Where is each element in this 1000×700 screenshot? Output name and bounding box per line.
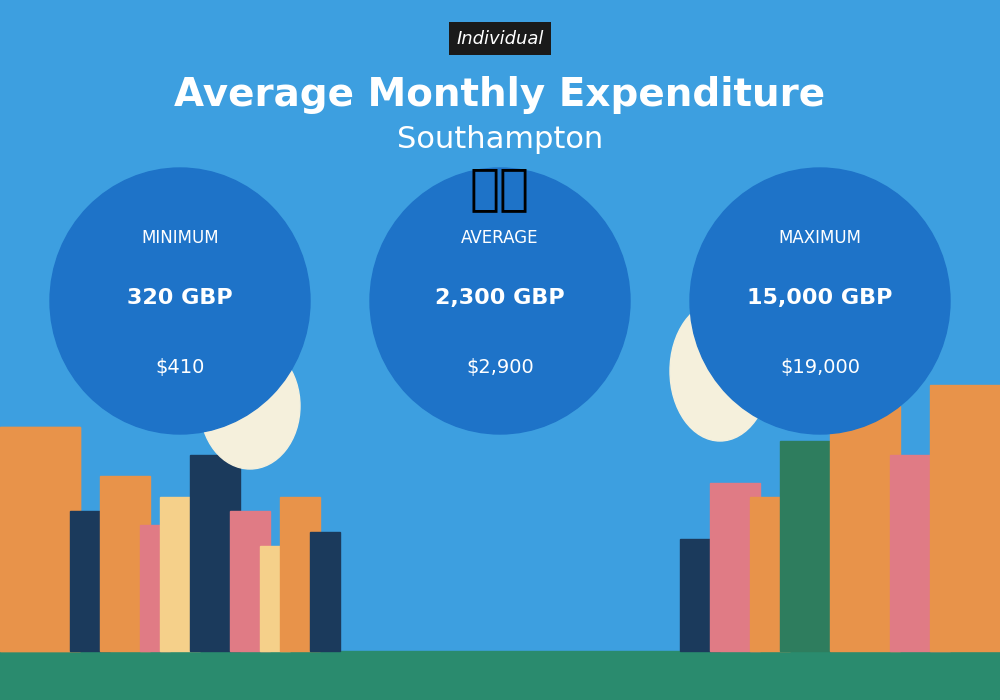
Ellipse shape [200, 343, 300, 469]
Text: MINIMUM: MINIMUM [141, 229, 219, 247]
Ellipse shape [690, 168, 950, 434]
Text: Individual: Individual [456, 29, 544, 48]
Text: 15,000 GBP: 15,000 GBP [747, 288, 893, 307]
Text: $19,000: $19,000 [780, 358, 860, 377]
Text: 🇬🇧: 🇬🇧 [470, 165, 530, 213]
Bar [750, 497, 790, 651]
Bar [230, 511, 270, 651]
Bar [780, 441, 840, 651]
Ellipse shape [670, 301, 770, 441]
Text: AVERAGE: AVERAGE [461, 229, 539, 247]
Bar [140, 525, 170, 651]
Bar [0, 651, 1000, 700]
Text: $410: $410 [155, 358, 205, 377]
Bar [0, 427, 80, 651]
Text: MAXIMUM: MAXIMUM [778, 229, 862, 247]
Bar [280, 497, 320, 651]
Text: 2,300 GBP: 2,300 GBP [435, 288, 565, 307]
Bar [890, 455, 950, 651]
Bar [930, 385, 1000, 651]
Bar [260, 546, 290, 651]
Bar [100, 476, 150, 651]
Ellipse shape [370, 168, 630, 434]
Bar [70, 511, 110, 651]
Bar [160, 497, 200, 651]
Text: 320 GBP: 320 GBP [127, 288, 233, 307]
Bar [680, 539, 720, 651]
Bar [310, 532, 340, 651]
Bar [0, 427, 80, 651]
Text: Southampton: Southampton [397, 125, 603, 155]
Ellipse shape [50, 168, 310, 434]
Bar [830, 406, 900, 651]
Text: Average Monthly Expenditure: Average Monthly Expenditure [174, 76, 826, 113]
Bar [190, 455, 240, 651]
Bar [710, 483, 760, 651]
Text: $2,900: $2,900 [466, 358, 534, 377]
